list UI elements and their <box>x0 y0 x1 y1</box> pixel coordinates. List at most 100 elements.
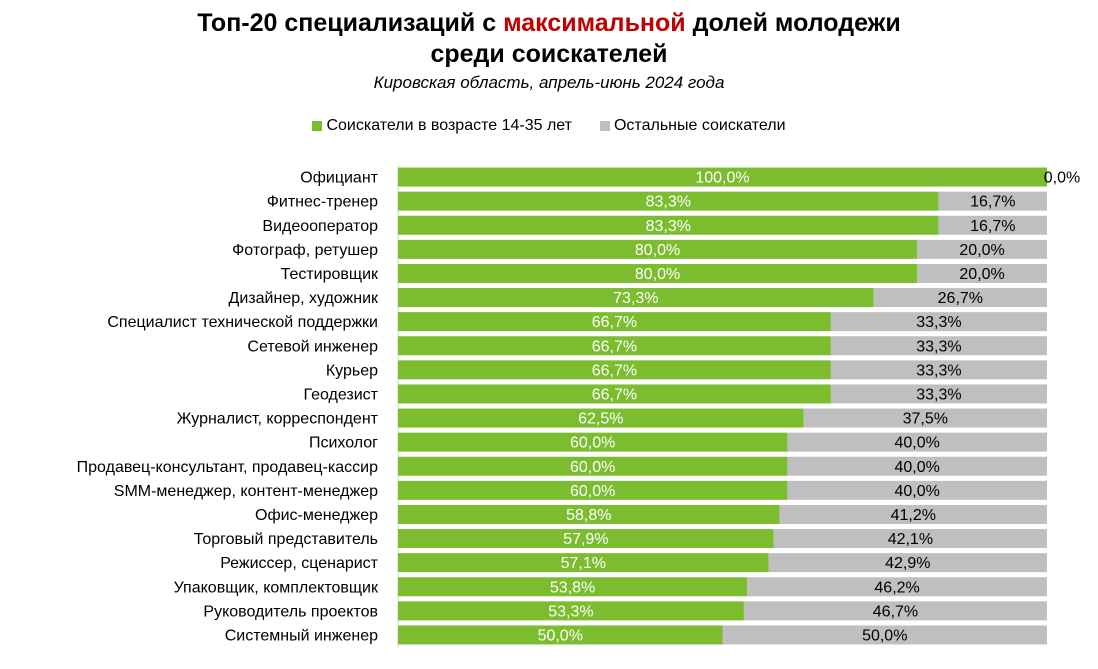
bar-other <box>743 601 1047 621</box>
legend-swatch-other <box>599 121 610 131</box>
category-label: Фитнес-тренер <box>267 194 378 211</box>
category-label: Упаковщик, комплектовщик <box>174 579 379 596</box>
category-label: Дизайнер, художник <box>229 290 379 307</box>
bar-other <box>722 625 1047 645</box>
value-label-young: 60,0% <box>570 435 615 452</box>
category-label: Продавец-консультант, продавец-кассир <box>77 459 378 476</box>
bar-young <box>398 456 788 476</box>
bar-other <box>917 239 1047 259</box>
bar-other <box>873 288 1047 308</box>
bar-other <box>779 504 1047 524</box>
category-label: Геодезист <box>303 386 378 403</box>
bar-other <box>830 360 1047 380</box>
bar-other <box>768 553 1047 573</box>
category-label: Фотограф, ретушер <box>232 242 378 259</box>
bar-young <box>398 360 831 380</box>
chart-title: Топ-20 специализаций с максимальной доле… <box>0 8 1098 70</box>
bar-young <box>398 215 939 235</box>
category-label: Специалист технической поддержки <box>107 314 378 331</box>
legend-swatch-young <box>312 121 323 131</box>
value-label-other: 41,2% <box>891 507 936 524</box>
category-label: SMM-менеджер, контент-менеджер <box>114 483 378 500</box>
value-label-young: 83,3% <box>646 194 691 211</box>
bar-other <box>917 263 1047 283</box>
bar-other <box>830 312 1047 332</box>
bar-young <box>398 191 939 211</box>
value-label-young: 80,0% <box>635 266 680 283</box>
category-label: Официант <box>300 170 378 187</box>
category-label: Офис-менеджер <box>255 507 378 524</box>
bar-young <box>398 432 788 452</box>
category-label: Сетевой инженер <box>247 338 378 355</box>
value-label-other: 16,7% <box>970 218 1015 235</box>
bar-young <box>398 504 780 524</box>
value-label-other: 46,7% <box>873 603 918 620</box>
value-label-young: 50,0% <box>538 627 583 644</box>
value-label-other: 50,0% <box>862 627 907 644</box>
legend-item-young: Соискатели в возрасте 14-35 лет <box>312 117 572 135</box>
value-label-young: 100,0% <box>695 170 749 187</box>
bar-young <box>398 625 723 645</box>
value-label-other: 40,0% <box>895 459 940 476</box>
value-label-other: 26,7% <box>938 290 983 307</box>
category-label: Режиссер, сценарист <box>220 555 378 572</box>
bar-young <box>398 384 831 404</box>
value-label-other: 40,0% <box>895 483 940 500</box>
value-label-young: 60,0% <box>570 459 615 476</box>
legend-item-other: Остальные соискатели <box>599 117 786 135</box>
value-label-other: 40,0% <box>895 435 940 452</box>
value-label-other: 46,2% <box>874 579 919 596</box>
chart-subtitle: Кировская область, апрель-июнь 2024 года <box>373 73 725 92</box>
value-label-young: 66,7% <box>592 338 637 355</box>
bar-young <box>398 408 804 428</box>
bar-young <box>398 239 918 259</box>
value-label-young: 58,8% <box>566 507 611 524</box>
bar-young <box>398 336 831 356</box>
category-label: Психолог <box>309 435 378 452</box>
category-label: Видеооператор <box>262 218 378 235</box>
value-label-other: 20,0% <box>959 266 1004 283</box>
bar-young <box>398 529 774 549</box>
title-line2: среди соискателей <box>430 40 668 68</box>
value-label-young: 53,8% <box>550 579 595 596</box>
value-label-other: 33,3% <box>916 314 961 331</box>
value-label-young: 66,7% <box>592 386 637 403</box>
value-label-young: 73,3% <box>613 290 658 307</box>
value-label-other: 33,3% <box>916 362 961 379</box>
bar-other <box>830 384 1047 404</box>
bar-other <box>787 432 1047 452</box>
value-label-young: 66,7% <box>592 362 637 379</box>
value-label-other: 33,3% <box>916 338 961 355</box>
value-label-other: 0,0% <box>1044 170 1080 187</box>
value-label-young: 57,9% <box>563 531 608 548</box>
bar-other <box>938 215 1047 235</box>
bar-young <box>398 480 788 500</box>
bar-young <box>398 263 918 283</box>
legend-label-other: Остальные соискатели <box>613 117 786 134</box>
bar-other <box>773 529 1047 549</box>
value-label-young: 80,0% <box>635 242 680 259</box>
legend-label-young: Соискатели в возрасте 14-35 лет <box>326 117 572 134</box>
bar-other <box>830 336 1047 356</box>
title-part2: долей молодежи <box>685 9 901 37</box>
bar-young <box>398 312 831 332</box>
category-label: Тестировщик <box>281 266 379 283</box>
bar-other <box>787 480 1047 500</box>
value-label-other: 16,7% <box>970 194 1015 211</box>
legend: Соискатели в возрасте 14-35 лет Остальны… <box>0 117 1098 135</box>
value-label-other: 42,9% <box>885 555 930 572</box>
category-label: Руководитель проектов <box>203 603 378 620</box>
category-label: Курьер <box>326 362 378 379</box>
value-label-young: 62,5% <box>578 411 623 428</box>
value-label-young: 83,3% <box>646 218 691 235</box>
bar-young <box>398 288 874 308</box>
bar-other <box>938 191 1047 211</box>
bar-young <box>398 577 748 597</box>
value-label-other: 20,0% <box>959 242 1004 259</box>
bar-other <box>803 408 1047 428</box>
bar-other <box>787 456 1047 476</box>
value-label-other: 42,1% <box>888 531 933 548</box>
value-label-young: 57,1% <box>561 555 606 572</box>
value-label-young: 60,0% <box>570 483 615 500</box>
